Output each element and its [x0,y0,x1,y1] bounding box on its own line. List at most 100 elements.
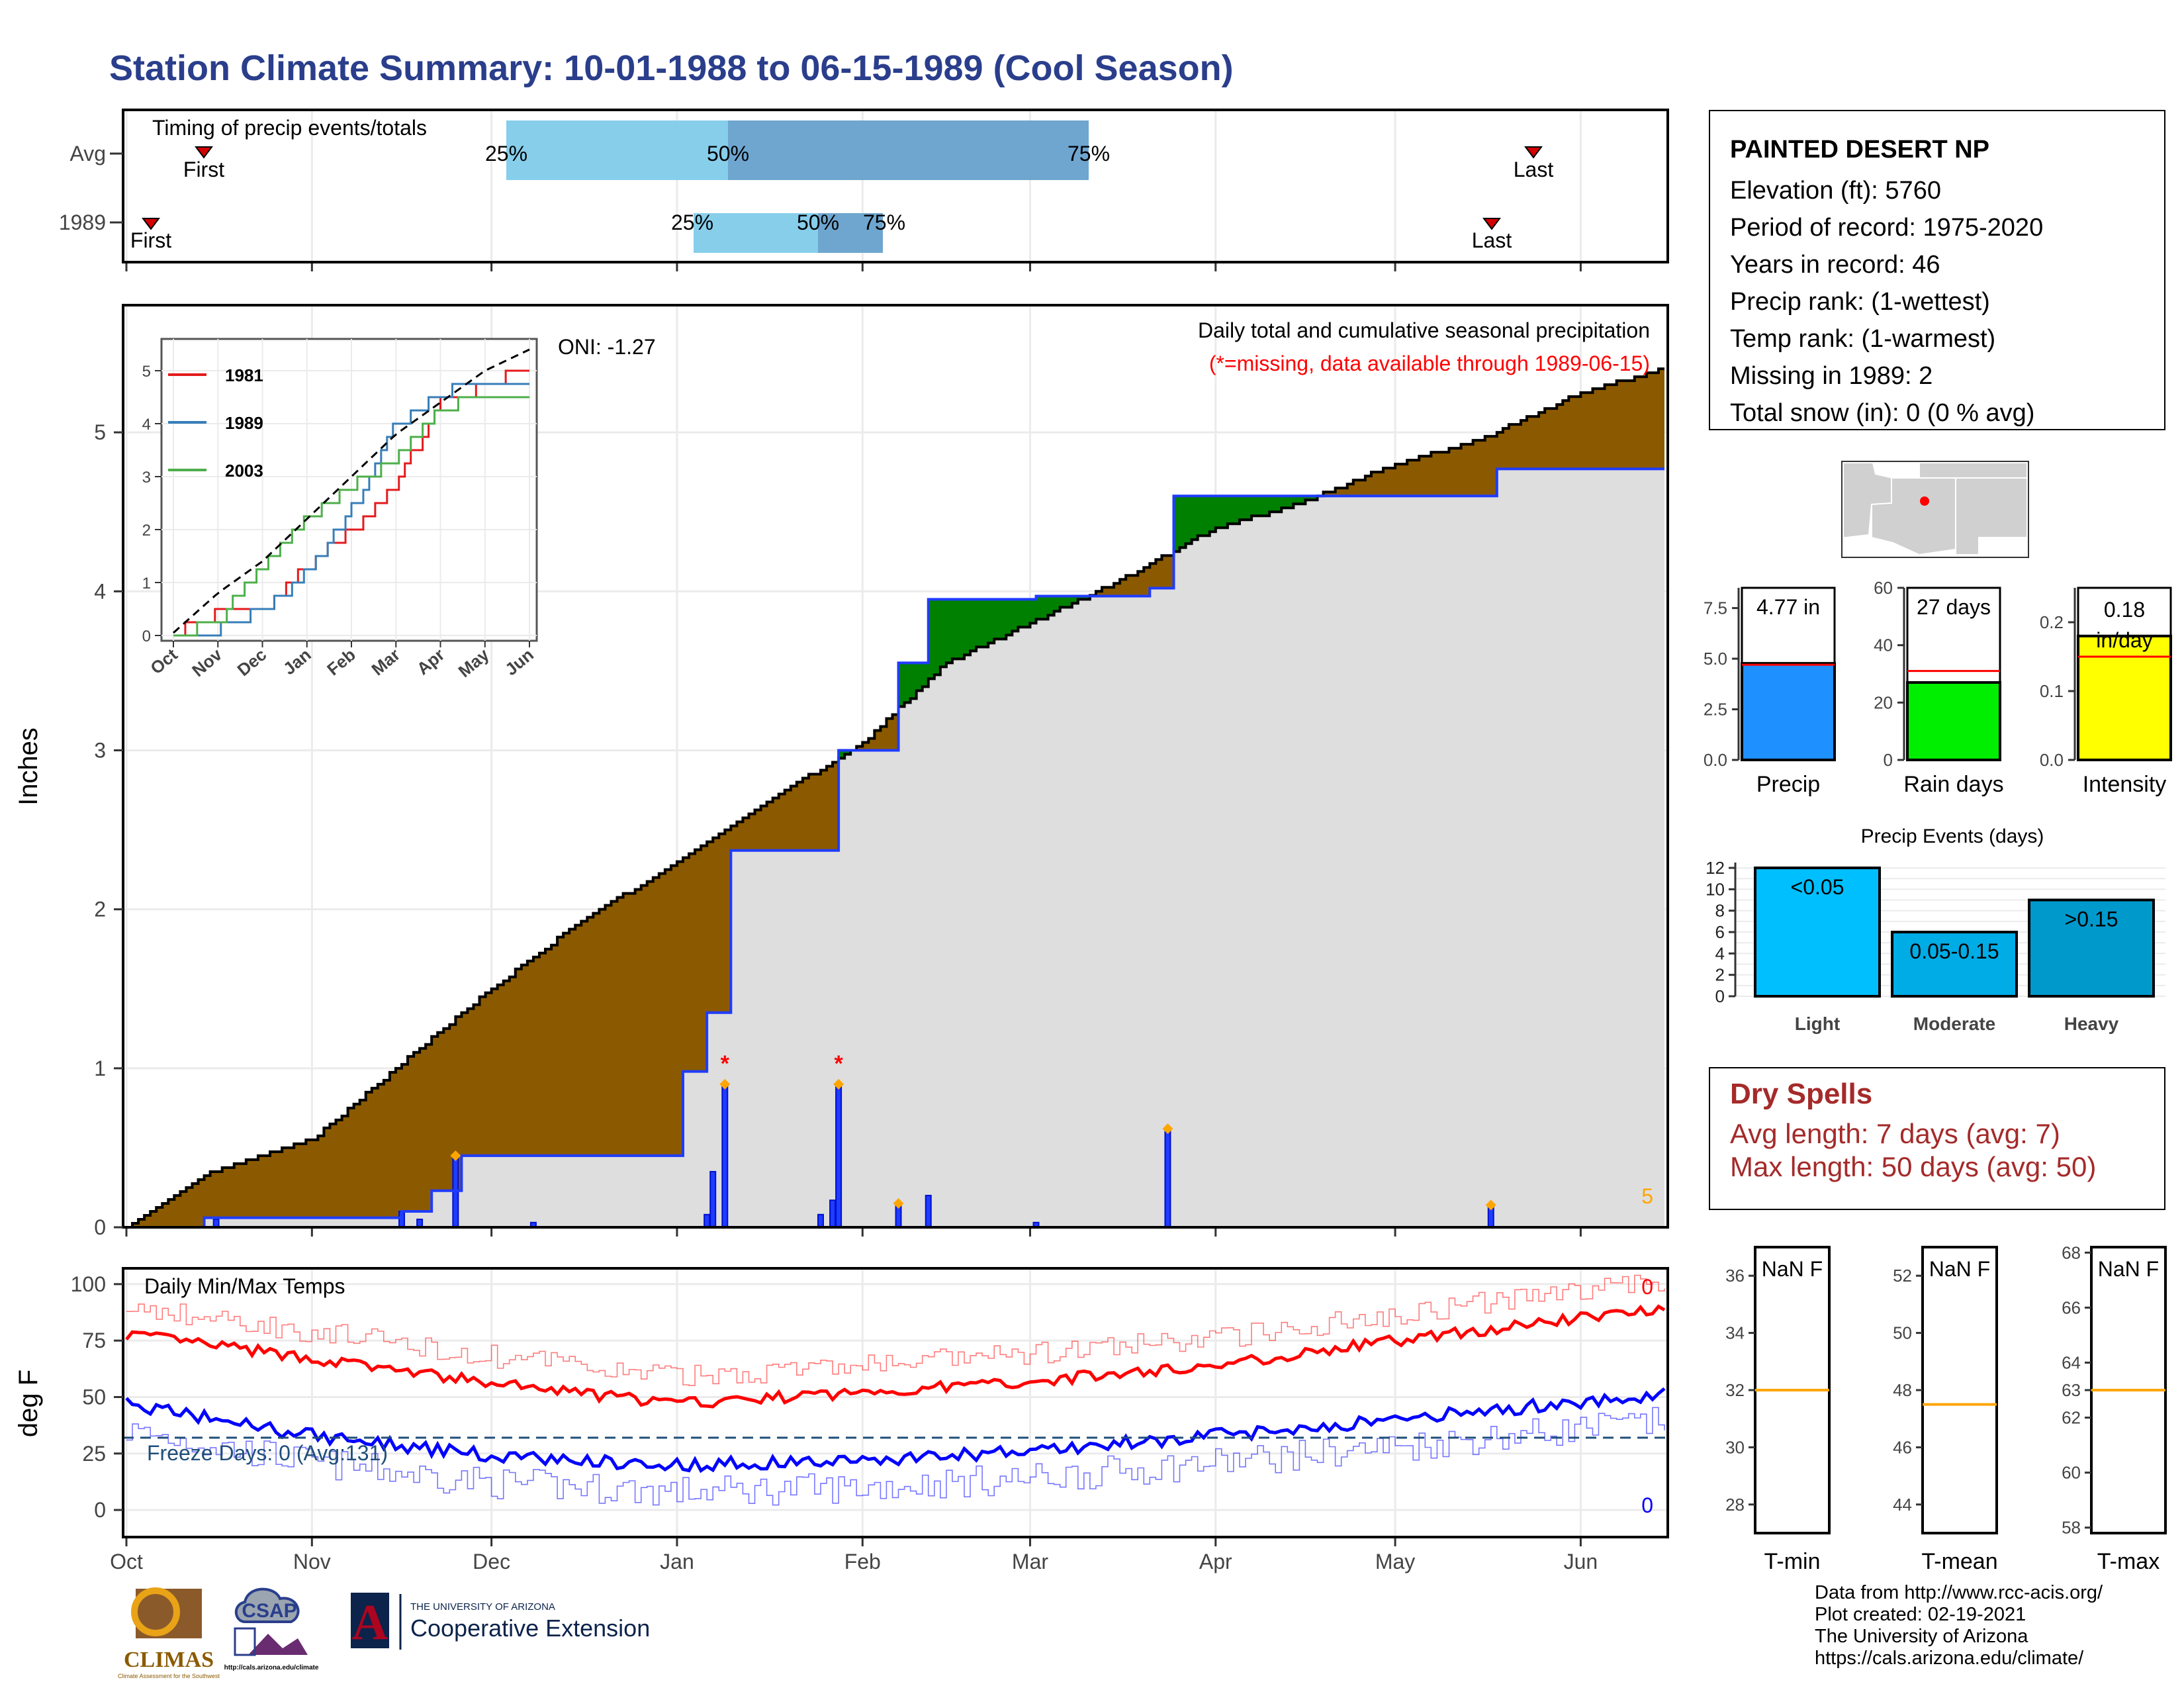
tmin-daily-line [126,1407,1665,1506]
credit-data-source: Data from http://www.rcc-acis.org/ [1815,1582,2103,1603]
temp-panel: 0 25 50 75 100 deg F Daily Min/Max Temps Fre… [14,1267,1669,1573]
temp-box-tick-label: 62 [2062,1408,2081,1428]
temp-box-tick-label: 28 [1725,1495,1745,1515]
small-bar-tick-label: 5.0 [1704,649,1727,669]
row-label-year: 1989 [59,211,106,234]
timing-grid [125,110,1582,271]
month-label: Apr [1199,1550,1232,1573]
yr-last-label: Last [1472,228,1512,252]
temp-tick-label: 25 [82,1442,106,1466]
small-bar-tick-label: 0 [1884,750,1893,770]
events-tick-label: 6 [1715,922,1725,942]
yr-bar-q2 [818,213,883,253]
average-cumulative-line [126,367,1664,1227]
temp-tick-label: 50 [82,1385,106,1409]
inset-line-2003 [173,396,529,637]
temp-box-tick-label: 32 [1725,1380,1745,1400]
row-label-avg: Avg [69,142,106,165]
temp-frame [122,1267,1669,1538]
credit-url: https://cals.arizona.edu/climate/ [1815,1648,2084,1669]
csap-logo-url: http://cals.arizona.edu/climate [224,1664,319,1671]
station-period: Period of record: 1975-2020 [1730,214,2044,242]
station-precip-rank: Precip rank: (1-wettest) [1730,288,1990,316]
station-temp-rank: Temp rank: (1-warmest) [1730,325,1996,353]
credit-created: Plot created: 02-19-2021 [1815,1604,2026,1625]
credits-block: Data from http://www.rcc-acis.org/ Plot … [1815,1582,2103,1669]
oni-value: ONI: -1.27 [558,335,656,359]
daily-precip-bar [721,1083,729,1227]
events-bar-heavy [2028,898,2155,998]
temp-box-value: NaN F [2098,1257,2159,1281]
small-bar-tick-label: 7.5 [1704,598,1727,618]
events-tick-label: 10 [1706,879,1725,899]
temp-box-tick-label: 68 [2062,1243,2081,1262]
freeze-days-text: Freeze Days: 0 (Avg:131) [147,1441,388,1465]
yr-first-label: First [130,228,171,252]
temp-box-tick-label: 63 [2062,1380,2081,1400]
temp-tick-label: 100 [71,1272,106,1296]
avg-pct-25: 25% [485,142,527,165]
daily-precip-bar [709,1170,717,1227]
events-tick-label: 4 [1715,943,1725,963]
credit-institution: The University of Arizona [1815,1626,2028,1647]
precip-corner-value: 5 [1641,1184,1653,1208]
dry-spells-title: Dry Spells [1730,1078,1873,1110]
temp-tick-label: 75 [82,1329,106,1352]
inset-line-1989 [173,383,529,637]
events-bar-label: <0.05 [1791,875,1844,899]
station-location-dot [1920,496,1929,506]
year-cumulative-line [126,467,1664,1227]
logo-strip: CLIMAS Climate Assessment for the Southw… [118,1587,650,1679]
ua-letter: A [352,1595,388,1650]
timing-panel: Timing of precip events/totals Avg 1989 … [59,109,1669,271]
ua-small-text: THE UNIVERSITY OF ARIZONA [410,1601,555,1613]
small-bar-intensity [2077,634,2172,761]
temp-box-label: T-mean [1921,1549,1997,1574]
inset-average-line [173,348,530,634]
temp-box-tick-label: 46 [1893,1437,1912,1457]
temp-box-tick-label: 44 [1893,1495,1912,1515]
daily-precip-bar [835,1083,842,1227]
daily-precip-marker [833,1078,844,1090]
inset-legend: 1981 1989 2003 [168,365,263,481]
events-title: Precip Events (days) [1861,825,2044,847]
events-tick-label: 0 [1715,986,1725,1006]
missing-day-asterisk: * [834,1051,843,1076]
small-bar-tick-label: 40 [1874,635,1893,655]
daily-precip-marker [450,1150,461,1161]
small-bar-label: Rain days [1903,772,2003,797]
daily-precip-bar [704,1213,711,1227]
small-bar-tick-label: 0.0 [1704,750,1727,770]
temp-box-value: NaN F [1762,1257,1823,1281]
precip-tick-label: 5 [94,420,106,444]
dry-spells-max: Max length: 50 days (avg: 50) [1730,1151,2097,1182]
month-label: Jan [660,1550,694,1573]
month-label: Feb [844,1550,881,1573]
missing-day-asterisk: * [721,1051,730,1076]
small-bar-tick-label: 0.2 [2040,612,2064,632]
temp-tick-label: 0 [94,1498,106,1522]
daily-precip-marker [719,1078,731,1090]
avg-first-label: First [183,158,224,181]
temp-box-tick-label: 48 [1893,1380,1912,1400]
small-bar-tick-label: 60 [1874,578,1893,598]
daily-precip-marker [1162,1123,1173,1135]
dry-spells-box: Dry Spells Avg length: 7 days (avg: 7) M… [1709,1067,2165,1210]
yr-last-marker [1482,218,1501,230]
events-bar-label: >0.15 [2065,908,2118,931]
month-label: May [1375,1550,1415,1573]
events-tick-label: 2 [1715,965,1725,985]
daily-precip-marker [893,1197,904,1209]
daily-markers: * * [450,1051,1496,1211]
small-bar-precip [1741,662,1836,761]
avg-first-marker [195,146,213,159]
avg-pct-75: 75% [1068,142,1110,165]
temp-background [123,1268,1668,1537]
small-bar-tick-label: 0.1 [2040,681,2064,701]
temp-box-tick-label: 50 [1893,1323,1912,1343]
daily-precip-bar [1164,1128,1171,1227]
events-category-label: Light [1795,1013,1840,1034]
yr-first-marker [142,218,160,230]
tmin-count: 0 [1641,1493,1653,1517]
temp-box-tick-label: 36 [1725,1266,1745,1286]
